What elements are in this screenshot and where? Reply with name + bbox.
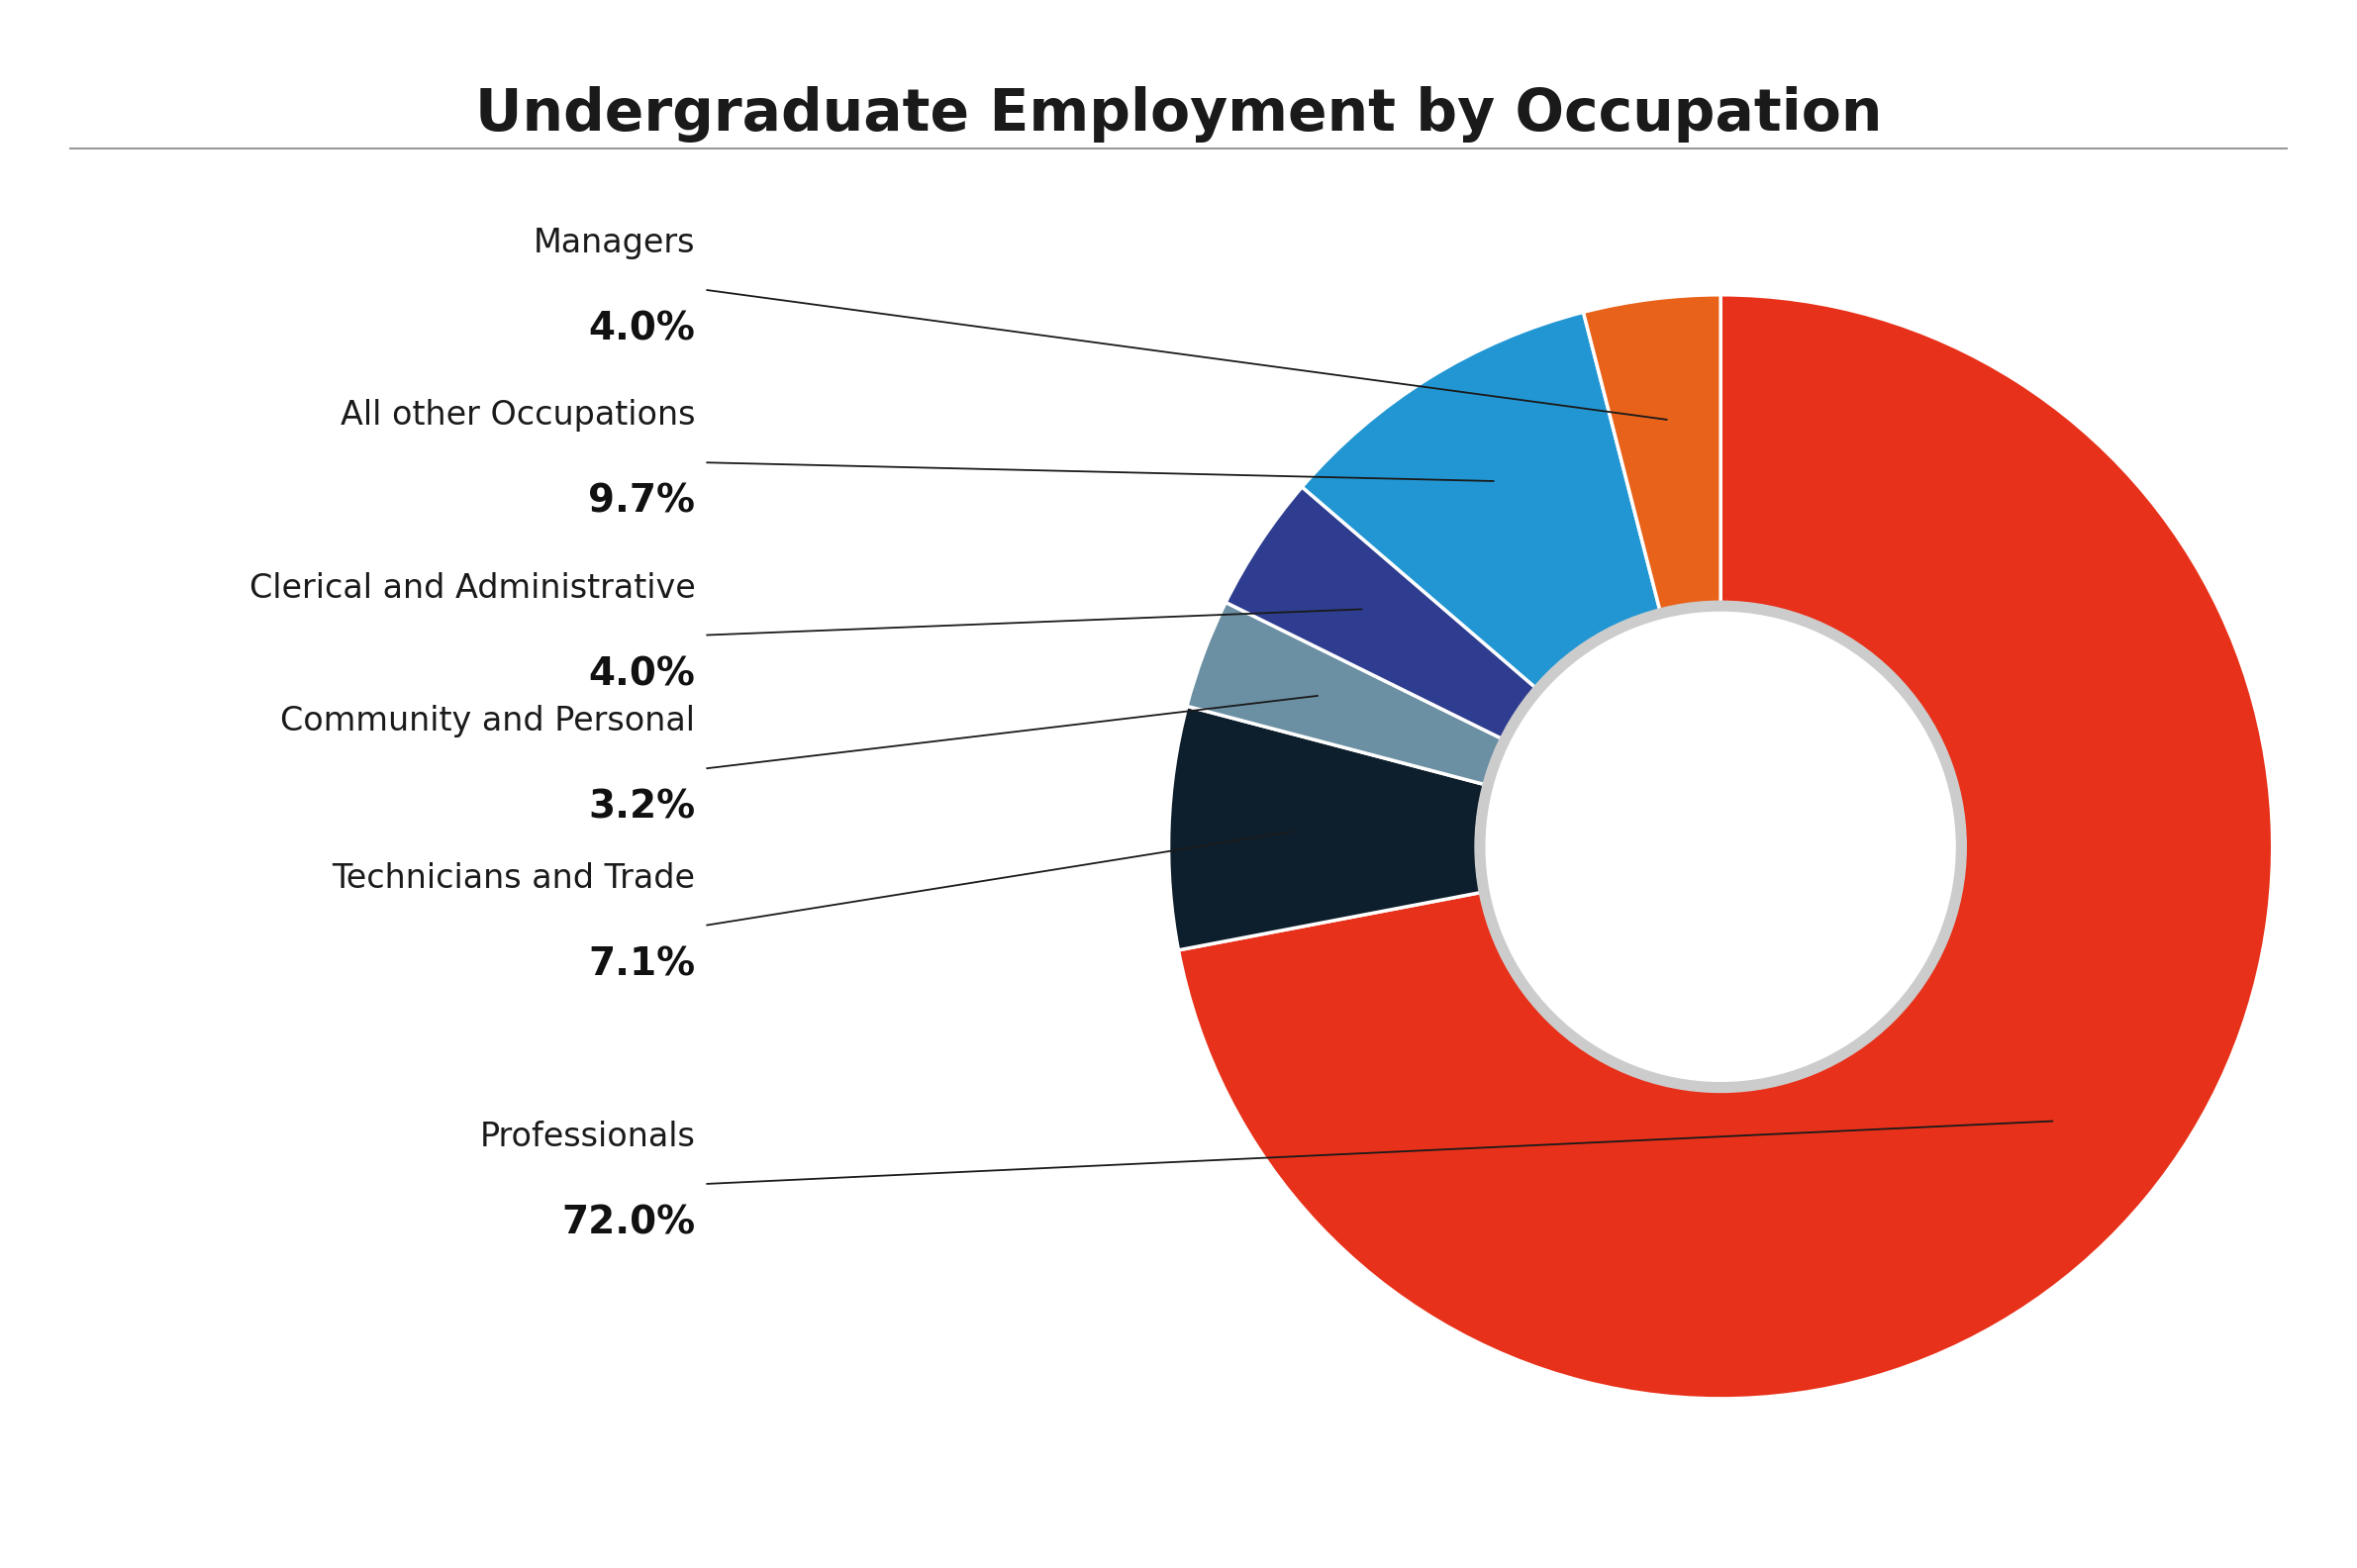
Circle shape <box>1475 601 1966 1093</box>
Text: Managers: Managers <box>533 227 695 259</box>
Text: 9.7%: 9.7% <box>589 483 695 521</box>
Text: 72.0%: 72.0% <box>561 1204 695 1242</box>
Text: Professionals: Professionals <box>478 1121 695 1152</box>
Text: All other Occupations: All other Occupations <box>339 400 695 431</box>
Text: 4.0%: 4.0% <box>589 310 695 348</box>
Circle shape <box>1494 621 1947 1073</box>
Wedge shape <box>1188 602 1504 786</box>
Text: Clerical and Administrative: Clerical and Administrative <box>250 572 695 604</box>
Wedge shape <box>1584 295 1721 612</box>
Text: 4.0%: 4.0% <box>589 655 695 693</box>
Wedge shape <box>1178 295 2272 1399</box>
Text: Undergraduate Employment by Occupation: Undergraduate Employment by Occupation <box>476 86 1881 143</box>
Wedge shape <box>1226 488 1537 739</box>
Text: 7.1%: 7.1% <box>589 946 695 983</box>
Text: 3.2%: 3.2% <box>589 789 695 826</box>
Text: Technicians and Trade: Technicians and Trade <box>332 862 695 894</box>
Circle shape <box>1485 612 1956 1082</box>
Wedge shape <box>1169 706 1485 950</box>
Text: Community and Personal: Community and Personal <box>280 706 695 737</box>
Wedge shape <box>1301 312 1659 688</box>
